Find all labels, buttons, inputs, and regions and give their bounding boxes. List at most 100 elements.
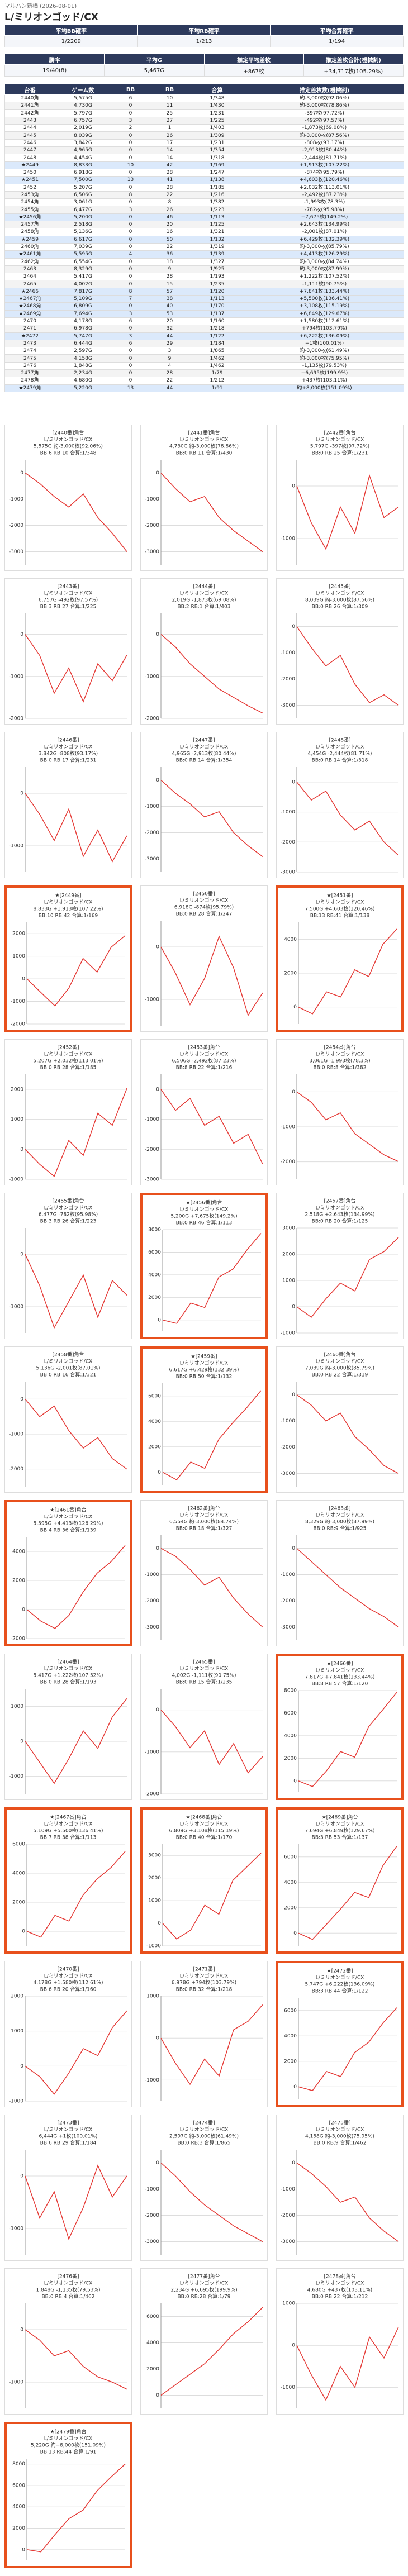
y-tick-label: -3000 [145,2239,159,2245]
y-tick-label: 6000 [148,1250,161,1255]
mini-chart: [2478番]角台L/ミリオンゴッド/CX4,680G +437枚(103.11… [281,2273,399,2408]
header-cell: BB [111,84,150,95]
table-row: 2443 6,757G 3 27 1/225 -492枚(97.57%) [4,116,404,125]
table-cell: 4,730G [55,102,111,110]
data-line [160,634,263,714]
y-tick-label: 4000 [284,1733,297,1739]
chart-card: [2477番]角台 L/ミリオンゴッド/CX 2,234G +6,695枚(199.… [140,2268,268,2415]
site-name: マルハン新橋 (2026-08-01) [4,3,77,9]
table-cell: 5,109G [55,295,111,303]
chart-card: [2470番] L/ミリオンゴッド/CX 4,178G +1,580枚(112.61… [4,1961,132,2107]
table-cell: -782枚(95.98%) [245,206,404,214]
chart-card: [2475番] L/ミリオンゴッド/CX 4,158G 約-3,000枚(75.95… [276,2115,404,2261]
table-cell: 42 [150,161,189,169]
table-row: 2463 8,329G 0 9 1/925 約-3,000枚(87.99%) [4,265,404,274]
value-cell: 1/194 [270,35,404,47]
table-cell: 7,039G [55,242,111,251]
y-tick-label: -1000 [9,1432,23,1437]
table-cell: 5,220G [55,384,111,392]
y-tick-label: -1000 [145,804,159,810]
chart-detail: BB:2 RB:1 合算:1/403 [178,603,231,610]
chart-subtitle: L/ミリオンゴッド/CX [44,1665,93,1672]
table-cell: 0 [111,273,150,281]
y-tick-label: 0 [292,484,295,489]
table-cell: 57 [150,287,189,296]
table-cell: -1,873枚(69.08%) [245,124,404,132]
table-cell: 11 [150,102,189,110]
chart-detail: BB:3 RB:53 合算:1/137 [312,1834,368,1841]
chart-subtitle: L/ミリオンゴッド/CX [316,1204,364,1211]
chart-title: [2447番] [193,737,215,744]
chart-title: [2471番] [193,1966,215,1973]
y-tick-label: 2000 [284,1905,297,1911]
table-cell: -2,492枚(87.23%) [245,191,404,199]
table-cell: 25 [150,109,189,117]
mini-chart: ★[2456番]角台L/ミリオンゴッド/CX5,200G +7,675枚(149… [148,1199,262,1331]
table-cell: 5,417G [55,273,111,281]
table-cell: +6,695枚(199.9%) [245,369,404,378]
table-cell: 28 [150,168,189,177]
chart-detail: BB:3 RB:44 合算:1/122 [312,1988,368,1994]
data-line [296,474,399,550]
y-tick-label: 2000 [146,2367,159,2372]
chart-card: [2448番] L/ミリオンゴッド/CX 4,454G -2,444枚(81.71%… [276,732,404,878]
table-cell: ★2461角 [4,250,55,259]
table-cell: -1,993枚(78.3%) [245,198,404,207]
chart-card: ★[2459番] L/ミリオンゴッド/CX 6,617G +6,429枚(132.3… [140,1346,268,1493]
chart-card: [2474番] L/ミリオンゴッド/CX 2,597G 約-3,000枚(61.49… [140,2115,268,2261]
chart-subtitle: L/ミリオンゴッド/CX [180,1206,229,1213]
data-line [160,1089,263,1165]
table-cell: 約-3,000枚(78.86%) [245,102,404,110]
chart-title: [2441番]角台 [188,430,220,436]
mini-chart: [2455番]角台L/ミリオンゴッド/CX6,477G -782枚(95.98%… [9,1198,127,1333]
y-tick-label: 2000 [284,971,297,977]
chart-subtitle: L/ミリオンゴッド/CX [316,2280,364,2287]
mini-chart: [2475番]L/ミリオンゴッド/CX4,158G 約-3,000枚(75.95… [281,2120,399,2255]
table-row: 2446 3,842G 0 17 1/231 -808枚(93.17%) [4,139,404,147]
table-cell: 44 [150,332,189,340]
table-cell: 50 [150,235,189,244]
y-tick-label: 6000 [148,1393,161,1399]
y-tick-label: -1000 [145,1117,159,1122]
table-cell: -2,001枚(87.01%) [245,228,404,236]
data-line [296,1237,399,1318]
table-row: ★2451 7,500G 13 41 1/138 +4,603枚(120.46%) [4,176,404,184]
y-tick-label: -2000 [281,677,295,682]
table-cell: 1/462 [189,361,245,370]
table-cell: 約-3,000枚(61.49%) [245,347,404,355]
table-cell: 0 [111,109,150,117]
table-cell: 1/113 [189,295,245,303]
value-cell: 5,467G [104,64,205,77]
chart-title: [2443番] [58,583,79,590]
y-tick-label: 1000 [282,2301,295,2307]
table-cell: +794枚(103.79%) [245,325,404,333]
chart-subtitle: L/ミリオンゴッド/CX [44,2126,93,2133]
data-line [162,1390,262,1480]
chart-subtitle: L/ミリオンゴッド/CX [316,1512,364,1518]
chart-subtitle: L/ミリオンゴッド/CX [44,590,93,597]
table-cell: 5,207G [55,183,111,192]
table-cell: 2454角 [4,198,55,207]
y-tick-label: 0 [156,1707,159,1713]
y-tick-label: 1000 [11,2029,23,2034]
chart-stats: 2,518G +2,643枚(134.99%) [305,1211,375,1218]
y-tick-label: 2000 [148,1295,161,1301]
chart-stats: 4,680G +437枚(103.11%) [307,2287,372,2293]
y-tick-label: 0 [293,1778,297,1784]
chart-stats: 6,809G +3,108枚(115.19%) [169,1827,239,1834]
chart-title: [2462番]角台 [188,1505,220,1512]
table-cell: 18 [150,258,189,266]
table-cell: 1/348 [189,94,245,103]
chart-subtitle: L/ミリオンゴッド/CX [44,899,93,906]
y-tick-label: 2000 [12,1900,25,1906]
table-cell: 約-3,000枚(84.74%) [245,258,404,266]
table-cell: 10 [111,161,150,169]
mini-chart: [2445番]L/ミリオンゴッド/CX8,039G 約-3,000枚(87.56… [281,583,399,718]
table-cell: 3,061G [55,198,111,207]
chart-subtitle: L/ミリオンゴッド/CX [316,2126,364,2133]
y-tick-label: -2000 [9,1466,23,1472]
summary-table: 平均BB確率 平均RB確率 平均合算確率 1/2209 1/213 1/194 [4,25,404,47]
y-tick-label: -1000 [281,1572,295,1578]
y-tick-label: -1000 [9,1177,23,1183]
chart-card: [2455番]角台 L/ミリオンゴッド/CX 6,477G -782枚(95.98%… [4,1193,132,1339]
